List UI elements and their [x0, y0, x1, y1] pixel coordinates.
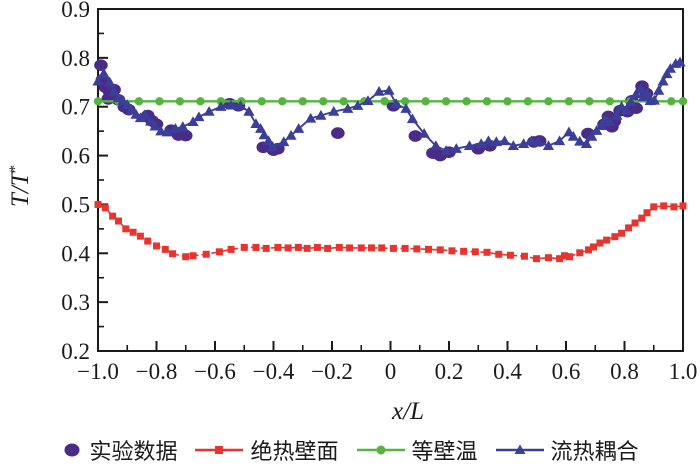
legend-label-coupled: 流热耦合: [550, 439, 639, 464]
series-adiabatic: [94, 200, 687, 263]
y-tick-label: 0.8: [61, 46, 90, 71]
legend-item-isothermal: 等壁温: [356, 434, 478, 466]
y-tick-label: 0.3: [61, 290, 90, 315]
x-tick-label: 0.8: [610, 359, 639, 384]
y-tick-label: 0.7: [61, 95, 90, 120]
legend-item-experiment: 实验数据: [61, 434, 177, 466]
x-tick-label: 0.6: [552, 359, 581, 384]
y-tick-label: 0.5: [61, 192, 90, 217]
x-tick-label: 0.4: [493, 359, 522, 384]
experiment-marker-icon: [64, 443, 80, 457]
y-axis-title: T/T*: [6, 164, 35, 208]
y-axis-ticks: 0.9 0.8 0.7 0.6 0.5 0.4 0.3 0.2: [61, 0, 108, 364]
legend-label-isothermal: 等壁温: [411, 439, 478, 464]
x-axis-ticks: −1.0 −0.8 −0.6 −0.4 −0.2 0 0.2 0.4 0.6 0.8 1.0: [77, 341, 697, 384]
x-tick-label: 0.2: [435, 359, 464, 384]
x-axis-title: x/L: [392, 398, 424, 425]
y-tick-label: 0.9: [61, 0, 90, 22]
x-tick-label: −0.8: [136, 359, 178, 384]
legend-label-experiment: 实验数据: [89, 439, 178, 464]
legend-label-adiabatic: 绝热壁面: [250, 439, 339, 464]
legend-item-coupled: 流热耦合: [495, 434, 639, 466]
x-tick-label: −1.0: [77, 359, 119, 384]
chart-legend: 实验数据 绝热壁面 等壁温 流热耦合: [0, 435, 700, 465]
series-coupled: [92, 56, 686, 155]
plot-frame: [97, 8, 684, 352]
y-tick-label: 0.4: [61, 241, 90, 266]
x-tick-label: 1.0: [669, 359, 698, 384]
x-tick-label: −0.6: [194, 359, 236, 384]
y-tick-label: 0.6: [61, 144, 90, 169]
coupled-marker-icon: [495, 444, 544, 454]
x-tick-label: 0: [385, 359, 397, 384]
series-experiment: [94, 59, 654, 162]
y-tick-label: 0.2: [61, 339, 90, 364]
x-tick-label: −0.2: [311, 359, 353, 384]
legend-item-adiabatic: 绝热壁面: [194, 434, 339, 466]
adiabatic-marker-icon: [195, 446, 244, 454]
series-isothermal: [93, 97, 688, 106]
isothermal-marker-icon: [356, 445, 405, 455]
x-tick-label: −0.4: [253, 359, 295, 384]
